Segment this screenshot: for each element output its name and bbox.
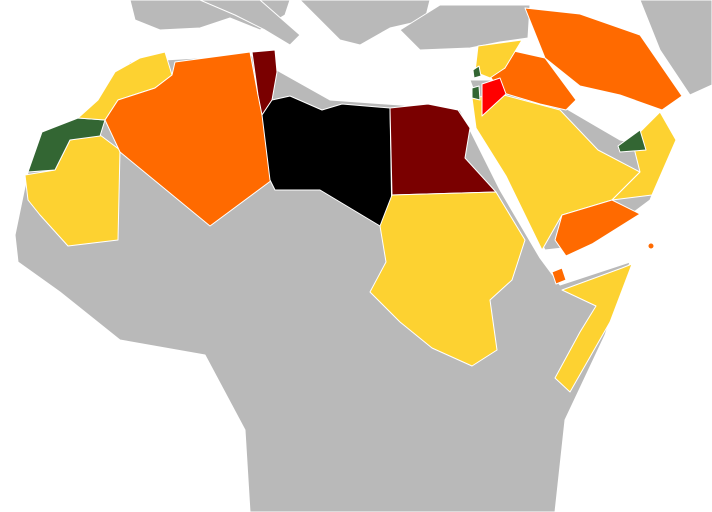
region-uae[interactable] <box>617 129 647 153</box>
region-lebanon[interactable] <box>472 65 482 79</box>
region-yemen[interactable] <box>554 199 641 257</box>
turkey-land <box>399 4 531 51</box>
east-land <box>639 0 712 96</box>
region-sudan[interactable] <box>369 191 526 367</box>
region-comoros[interactable] <box>647 242 655 250</box>
region-syria[interactable] <box>474 39 523 79</box>
region-somalia[interactable] <box>554 263 633 393</box>
region-jordan[interactable] <box>481 77 507 117</box>
region-djibouti[interactable] <box>551 267 567 285</box>
europe-italy-land <box>199 0 301 46</box>
region-iran[interactable] <box>524 7 683 111</box>
region-algeria[interactable] <box>104 51 273 227</box>
region-palestine[interactable] <box>471 85 481 101</box>
highlighted-countries <box>24 7 683 393</box>
balkans-land <box>299 0 431 46</box>
region-western-sahara[interactable] <box>27 117 106 173</box>
region-oman[interactable] <box>611 111 677 201</box>
